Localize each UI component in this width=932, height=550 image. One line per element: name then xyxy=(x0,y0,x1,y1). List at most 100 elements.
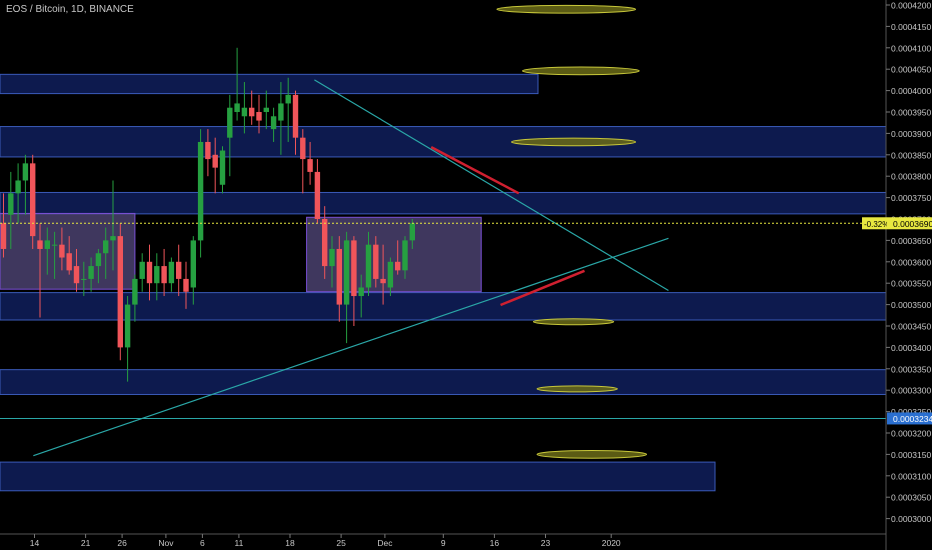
candle xyxy=(44,227,50,275)
candle xyxy=(197,129,204,258)
candle xyxy=(329,236,335,288)
candle xyxy=(103,227,109,279)
candle-body xyxy=(176,261,182,279)
level-price-badge xyxy=(887,412,932,425)
y-tick-label: 0.0003250 xyxy=(891,407,931,417)
candle xyxy=(292,90,299,155)
candle-body xyxy=(307,159,313,172)
candle xyxy=(343,231,350,344)
candle-body xyxy=(205,141,211,160)
y-tick-label: 0.0003400 xyxy=(891,343,931,353)
consolidation-range-box xyxy=(0,212,136,290)
candle-body xyxy=(0,223,7,249)
candle-body xyxy=(15,180,21,194)
trend-marker xyxy=(500,269,585,307)
candle xyxy=(409,219,415,249)
candle xyxy=(387,257,394,297)
candle xyxy=(263,90,269,130)
candle xyxy=(278,82,284,155)
candle xyxy=(373,236,379,288)
y-tick-label: 0.0003350 xyxy=(891,364,931,374)
target-ellipse xyxy=(496,4,637,14)
x-tick-label: Nov xyxy=(158,538,174,548)
candle-body xyxy=(183,278,189,292)
trendline xyxy=(314,79,669,291)
support-resistance-zone xyxy=(0,126,886,158)
candle-body xyxy=(256,112,262,121)
x-tick-label: 25 xyxy=(336,538,346,548)
candle-body xyxy=(124,304,131,348)
target-ellipse xyxy=(521,66,640,76)
candle xyxy=(358,274,364,318)
trend-marker xyxy=(430,145,520,195)
y-tick-label: 0.0003600 xyxy=(891,257,931,267)
candle-body xyxy=(314,171,321,219)
candle-body xyxy=(300,137,306,160)
candle xyxy=(300,129,306,194)
candle xyxy=(176,244,182,297)
candle-body xyxy=(212,154,218,168)
x-tick-label: 11 xyxy=(234,538,243,548)
y-tick-label: 0.0003450 xyxy=(891,322,931,332)
price-change-label: -0.32% xyxy=(864,220,889,229)
candle-body xyxy=(190,240,196,288)
y-tick-label: 0.0003900 xyxy=(891,129,931,139)
candle-body xyxy=(95,253,102,267)
support-resistance-zone xyxy=(0,73,539,95)
y-tick-label: 0.0004200 xyxy=(891,1,931,11)
candle xyxy=(365,231,372,297)
candle-body xyxy=(81,278,87,280)
candle xyxy=(66,236,72,275)
candle-body xyxy=(234,103,240,112)
x-tick-label: 21 xyxy=(81,538,91,548)
candle xyxy=(15,163,21,224)
current-price-badge xyxy=(887,217,932,230)
x-tick-label: 26 xyxy=(117,538,127,548)
candle-body xyxy=(292,94,299,138)
candle-body xyxy=(409,223,415,241)
target-ellipse xyxy=(536,385,618,393)
candle xyxy=(336,236,342,322)
candle xyxy=(117,223,123,361)
candle xyxy=(95,248,102,284)
candle xyxy=(285,77,291,142)
x-tick-label: 16 xyxy=(490,538,500,548)
candle xyxy=(234,47,240,121)
support-resistance-zone xyxy=(0,369,886,395)
candle xyxy=(395,240,401,275)
candle xyxy=(402,236,408,279)
candle xyxy=(307,141,313,185)
target-ellipse xyxy=(532,318,615,326)
candle xyxy=(154,253,160,301)
candle xyxy=(380,244,386,305)
y-tick-label: 0.0003050 xyxy=(891,493,931,503)
candle-body xyxy=(387,261,394,288)
candle xyxy=(190,236,196,305)
candle-body xyxy=(365,244,372,288)
candle-body xyxy=(329,248,335,267)
target-ellipse xyxy=(536,450,648,459)
y-tick-label: 0.0003000 xyxy=(891,514,931,524)
y-tick-label: 0.0003500 xyxy=(891,300,931,310)
support-resistance-zone xyxy=(0,461,716,492)
candle-body xyxy=(351,240,357,297)
candle xyxy=(146,244,153,301)
candle xyxy=(168,257,175,292)
x-tick-label: 9 xyxy=(441,538,446,548)
x-tick-label: 23 xyxy=(541,538,551,548)
candle xyxy=(81,261,87,297)
candle-body xyxy=(241,107,248,117)
candle-body xyxy=(270,116,277,130)
y-tick-label: 0.0003100 xyxy=(891,471,931,481)
candle-body xyxy=(197,141,204,241)
y-tick-label: 0.0004000 xyxy=(891,86,931,96)
current-price-label: 0.0003690 xyxy=(893,219,932,229)
y-tick-label: 0.0004100 xyxy=(891,43,931,53)
candle-body xyxy=(117,236,123,348)
candle xyxy=(241,82,248,134)
y-tick-label: 0.0003950 xyxy=(891,108,931,118)
y-tick-label: 0.0004150 xyxy=(891,22,931,32)
candle-body xyxy=(44,240,50,249)
x-tick-label: 2020 xyxy=(602,538,621,548)
